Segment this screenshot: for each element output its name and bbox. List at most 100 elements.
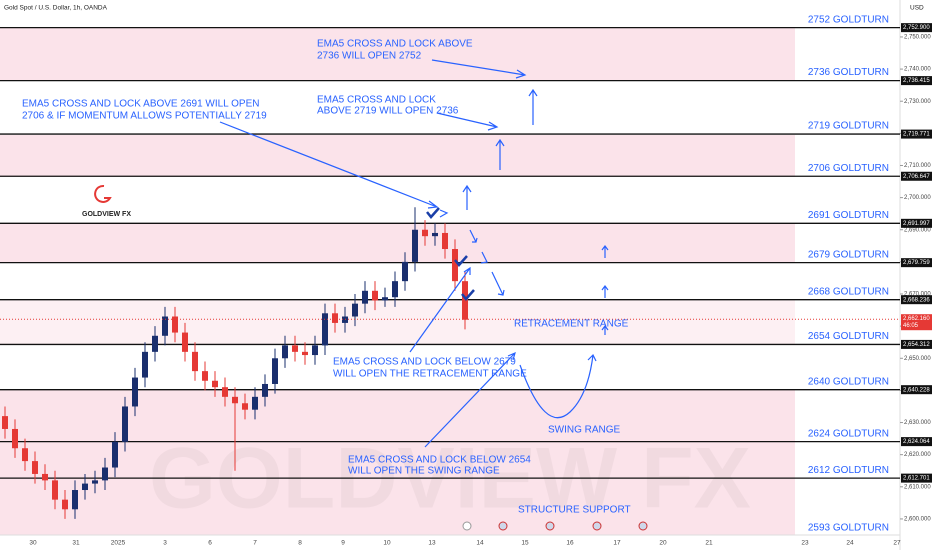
level-price-box — [901, 473, 932, 483]
candle-body — [352, 303, 358, 317]
x-tick-label: 20 — [659, 540, 667, 547]
candle-body — [452, 249, 458, 282]
y-tick-label: 2,650.000 — [904, 356, 931, 362]
annotation: EMA5 CROSS AND LOCK ABOVE — [317, 39, 473, 50]
candle-body — [362, 290, 368, 304]
currency: USD — [910, 5, 924, 12]
x-tick-label: 21 — [705, 540, 713, 547]
annotation: WILL OPEN THE RETRACEMENT RANGE — [333, 369, 527, 380]
y-tick-label: 2,690.000 — [904, 227, 931, 233]
candle-body — [202, 371, 208, 381]
candle-body — [182, 332, 188, 352]
y-tick-label: 2,620.000 — [904, 452, 931, 458]
y-tick-label: 2,630.000 — [904, 420, 931, 426]
level-price-box — [901, 385, 932, 395]
x-tick-label: 13 — [428, 540, 436, 547]
candle-body — [122, 406, 128, 442]
y-tick-label: 2,740.000 — [904, 67, 931, 73]
y-tick-label: 2,600.000 — [904, 517, 931, 523]
x-tick-label: 24 — [846, 540, 854, 547]
level-name: 2719 GOLDTURN — [808, 121, 889, 132]
candle-body — [62, 499, 68, 510]
candle-body — [412, 229, 418, 262]
countdown: 46:05 — [903, 323, 919, 329]
candle-body — [112, 441, 118, 468]
x-tick-label: 9 — [341, 540, 345, 547]
current-price-box — [901, 314, 932, 331]
annotation: ABOVE 2719 WILL OPEN 2736 — [317, 106, 459, 117]
x-tick-label: 8 — [298, 540, 302, 547]
annotation: SWING RANGE — [548, 425, 621, 436]
y-tick-label: 2,730.000 — [904, 99, 931, 105]
y-tick-label: 2,710.000 — [904, 163, 931, 169]
candle-body — [382, 297, 388, 301]
annotation: EMA5 CROSS AND LOCK BELOW 2679 — [333, 357, 516, 368]
zone — [0, 300, 795, 345]
level-price: 2,612.701 — [903, 476, 930, 482]
level-price: 2,752.900 — [903, 25, 930, 31]
x-tick-label: 7 — [253, 540, 257, 547]
x-tick-label: 14 — [476, 540, 484, 547]
candle-body — [192, 351, 198, 372]
candle-body — [372, 290, 378, 301]
x-tick-label: 2025 — [111, 540, 126, 547]
candle-body — [232, 396, 238, 404]
candle-body — [32, 461, 38, 474]
candle-body — [162, 316, 168, 336]
level-price-box — [901, 218, 932, 228]
level-price: 2,668.236 — [903, 297, 930, 303]
level-name: 2691 GOLDTURN — [808, 210, 889, 221]
candle-body — [422, 229, 428, 237]
annotation: EMA5 CROSS AND LOCK — [317, 95, 436, 106]
y-tick-label: 2,750.000 — [904, 35, 931, 41]
arrows — [219, 59, 609, 448]
candle-body — [82, 483, 88, 491]
y-tick-label: 2,670.000 — [904, 292, 931, 298]
level-name: 2736 GOLDTURN — [808, 67, 889, 78]
candle-body — [442, 232, 448, 250]
level-price: 2,736.415 — [903, 78, 930, 84]
level-price: 2,654.312 — [903, 342, 930, 348]
annotation: WILL OPEN THE SWING RANGE — [348, 466, 500, 477]
bottom-level-name: 2593 GOLDTURN — [808, 523, 889, 534]
x-tick-label: 10 — [383, 540, 391, 547]
level-name: 2668 GOLDTURN — [808, 286, 889, 297]
level-name: 2706 GOLDTURN — [808, 163, 889, 174]
candle-body — [392, 281, 398, 298]
zone — [0, 28, 795, 80]
candle-body — [252, 396, 258, 410]
candle-body — [92, 480, 98, 484]
level-name: 2612 GOLDTURN — [808, 465, 889, 476]
annotation: STRUCTURE SUPPORT — [518, 505, 631, 516]
zone — [0, 390, 795, 535]
y-tick-label: 2,700.000 — [904, 195, 931, 201]
x-tick-label: 23 — [801, 540, 809, 547]
candle-body — [152, 335, 158, 352]
zones — [0, 0, 901, 550]
level-price: 2,706.647 — [903, 174, 930, 180]
level-price-box — [901, 295, 932, 305]
x-tick-label: 30 — [29, 540, 37, 547]
candle-body — [22, 448, 28, 462]
candle-body — [12, 428, 18, 449]
candle-body — [462, 281, 468, 320]
x-tick-label: 17 — [613, 540, 621, 547]
candle-body — [302, 351, 308, 356]
candle-body — [282, 345, 288, 359]
x-tick-label: 31 — [72, 540, 80, 547]
x-tick-label: 16 — [566, 540, 574, 547]
candle-body — [432, 232, 438, 237]
annotation: EMA5 CROSS AND LOCK ABOVE 2691 WILL OPEN — [22, 99, 260, 110]
level-name: 2640 GOLDTURN — [808, 376, 889, 387]
x-tick-label: 3 — [163, 540, 167, 547]
annotation: 2736 WILL OPEN 2752 — [317, 51, 422, 62]
event-icons — [462, 521, 648, 531]
logo-text: GOLDVIEW FX — [82, 211, 131, 218]
candle-body — [332, 313, 338, 323]
annotation: RETRACEMENT RANGE — [514, 319, 629, 330]
candle-body — [2, 416, 8, 429]
chart-title: Gold Spot / U.S. Dollar, 1h, OANDA — [4, 5, 108, 12]
current-price: 2,662.160 — [903, 316, 930, 322]
x-tick-label: 6 — [208, 540, 212, 547]
zone — [0, 223, 795, 263]
